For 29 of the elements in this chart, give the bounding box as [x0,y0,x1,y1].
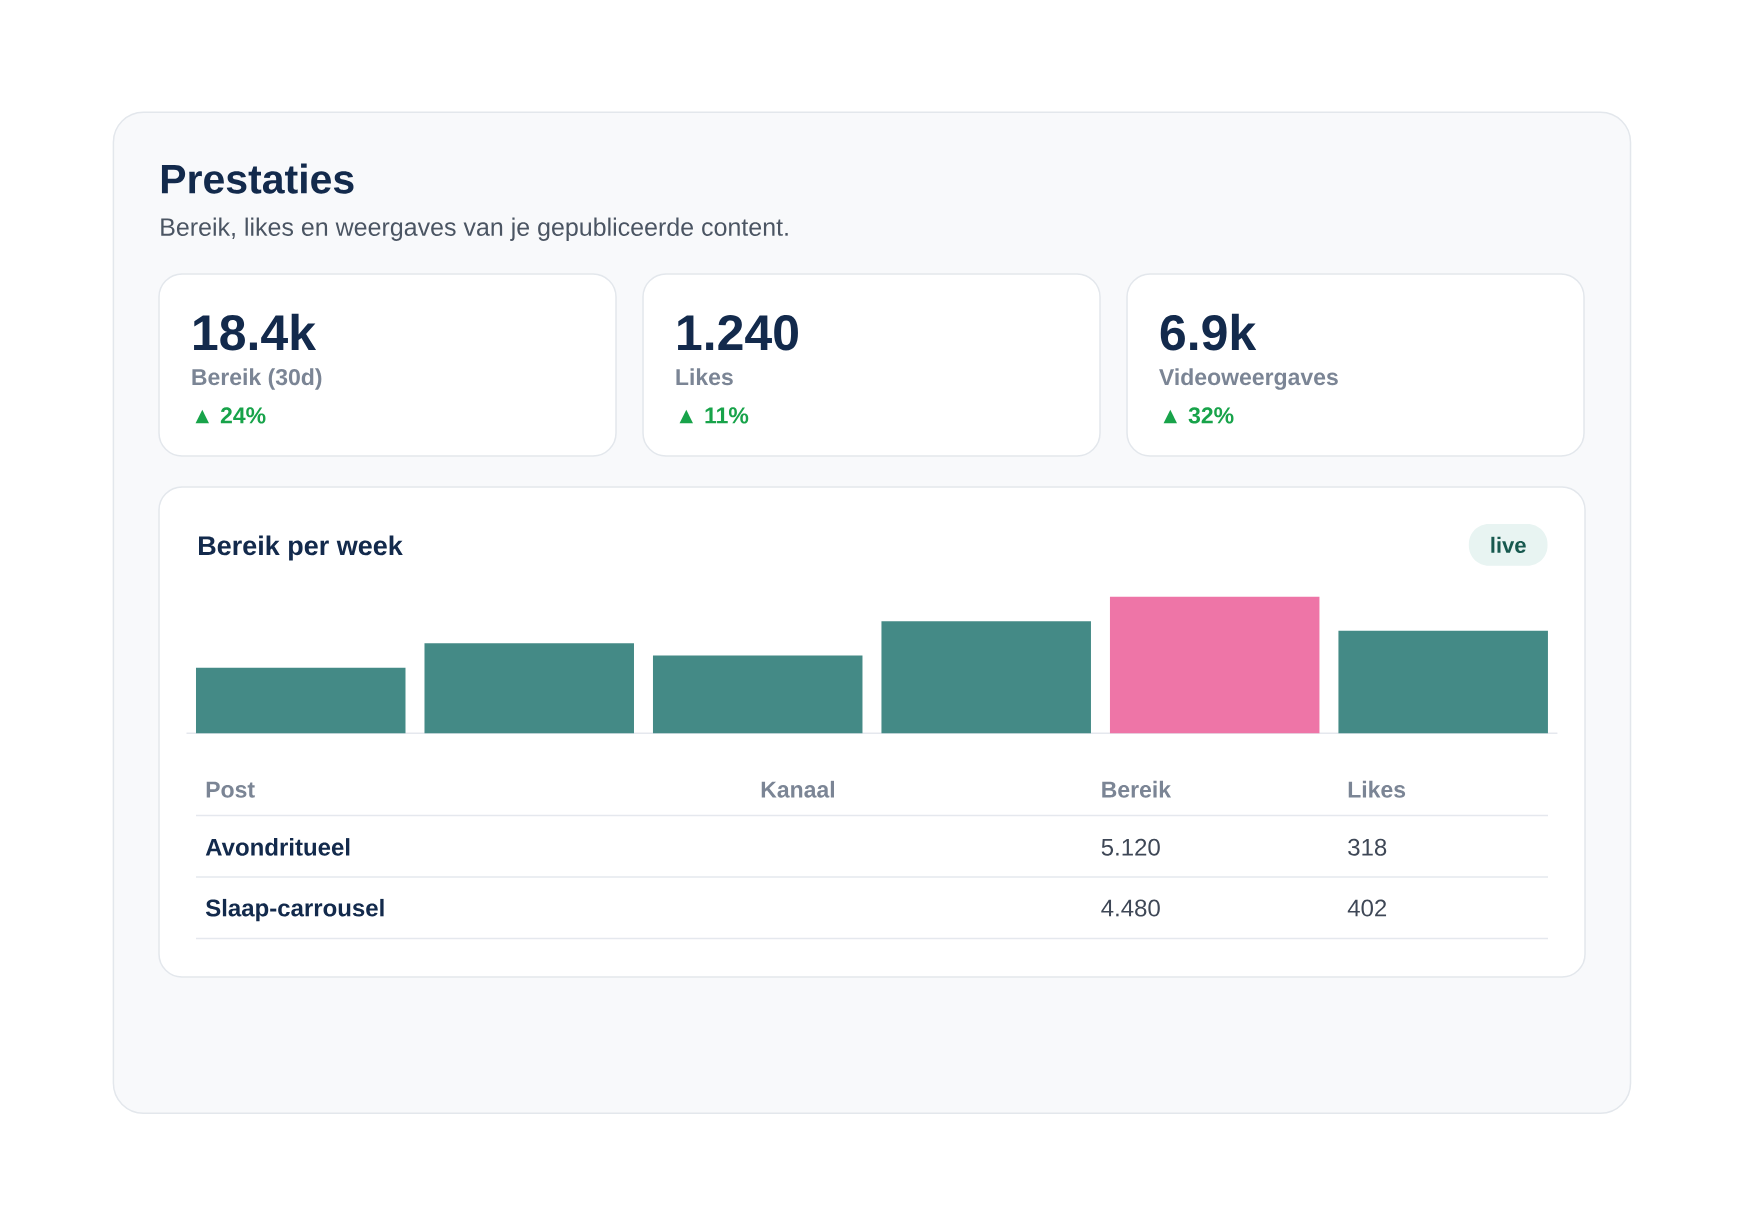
text: Likes [676,368,733,386]
text: Bereik [1102,780,1172,798]
bar [1109,596,1320,734]
bar [652,655,863,734]
text: Slaap-carrousel [205,898,384,922]
text: ▲ 32% [1163,407,1234,424]
text: 318 [1348,838,1387,856]
text: Likes [1348,780,1406,798]
text: Bereik (30d) [192,368,322,390]
text: Prestaties [161,163,354,194]
text: ▲ 11% [679,407,749,424]
bar [424,643,634,734]
text: 1.240 [678,315,798,351]
text: 402 [1347,899,1387,917]
text: Post [206,781,255,798]
text: Bereik, likes en weergaves van je gepubliceerde content. [161,217,788,241]
text: 18.4k [194,313,317,351]
text: 5.120 [1101,838,1160,856]
text: 4.480 [1101,899,1160,917]
text: Kanaal [761,780,834,798]
bar [881,621,1091,734]
bar [195,667,406,734]
bar [1338,630,1548,734]
text: ▲ 24% [195,407,266,424]
text: Videoweergaves [1159,368,1338,390]
text: Avondritueel [205,838,350,856]
text: 6.9k [1160,313,1257,351]
chart-title: Bereik per week [199,535,403,561]
text: live [1491,536,1526,553]
